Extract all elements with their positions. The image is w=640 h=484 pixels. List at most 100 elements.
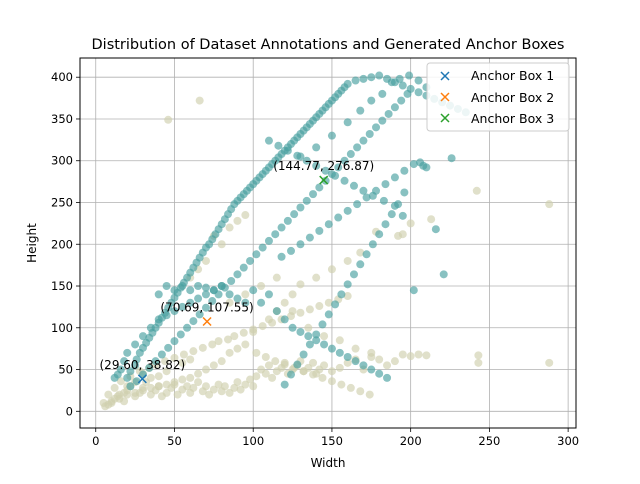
- data-point: [224, 335, 233, 344]
- data-point: [225, 223, 234, 232]
- data-point: [324, 220, 333, 229]
- data-point: [353, 200, 362, 209]
- data-point: [327, 344, 336, 353]
- data-point: [194, 282, 203, 291]
- data-point: [334, 163, 343, 172]
- y-tick-label: 250: [51, 195, 73, 209]
- data-point: [214, 290, 223, 299]
- data-point: [189, 317, 198, 326]
- data-point: [431, 225, 440, 234]
- data-point: [365, 130, 374, 139]
- data-point: [186, 355, 195, 364]
- data-point: [209, 385, 218, 394]
- data-point: [162, 311, 171, 320]
- data-point: [375, 369, 384, 378]
- data-point: [110, 373, 119, 382]
- anchor-label: (144.77, 276.87): [273, 159, 374, 173]
- data-point: [372, 123, 381, 132]
- data-point: [362, 193, 371, 202]
- data-point: [214, 337, 223, 346]
- data-point: [368, 191, 377, 200]
- data-point: [320, 340, 329, 349]
- data-point: [334, 213, 343, 222]
- data-point: [349, 270, 358, 279]
- x-tick-label: 100: [242, 434, 264, 448]
- data-point: [272, 273, 281, 282]
- data-point: [170, 353, 179, 362]
- data-point: [302, 156, 311, 165]
- data-point: [233, 344, 242, 353]
- data-point: [157, 350, 166, 359]
- data-point: [397, 96, 406, 105]
- x-tick-label: 50: [167, 434, 182, 448]
- x-tick-label: 0: [92, 434, 99, 448]
- legend-marker-anchor-3: [440, 113, 450, 123]
- data-point: [343, 256, 352, 265]
- data-point: [309, 370, 318, 379]
- data-point: [272, 307, 281, 316]
- data-point: [225, 388, 234, 397]
- data-point: [359, 361, 368, 370]
- data-point: [268, 318, 277, 327]
- data-point: [154, 372, 163, 381]
- data-point: [178, 302, 187, 311]
- data-point: [227, 277, 236, 286]
- data-point: [164, 115, 173, 124]
- data-point: [107, 397, 116, 406]
- data-point: [414, 76, 423, 85]
- data-point: [340, 176, 349, 185]
- anchor-marker: [137, 374, 147, 384]
- data-point: [264, 290, 273, 299]
- data-point: [398, 81, 407, 90]
- legend-marker-anchor-2: [440, 92, 450, 102]
- data-point: [233, 270, 242, 279]
- data-point: [113, 392, 122, 401]
- data-point: [381, 180, 390, 189]
- data-point: [337, 290, 346, 299]
- data-point: [249, 382, 258, 391]
- data-point: [545, 358, 554, 367]
- data-point: [123, 348, 132, 357]
- data-point: [327, 131, 336, 140]
- data-point: [335, 348, 344, 357]
- data-point: [296, 240, 305, 249]
- data-point: [422, 163, 431, 172]
- data-point: [367, 365, 376, 374]
- data-point: [378, 89, 387, 98]
- data-point: [233, 294, 242, 303]
- data-point: [252, 348, 261, 357]
- legend-label-anchor-2: Anchor Box 2: [471, 90, 554, 105]
- data-point: [296, 327, 305, 336]
- data-point: [280, 360, 289, 369]
- data-point: [201, 382, 210, 391]
- axis-ticks: 0 50 100 150 200 250 300 0 50 100 150 200 250 300 350 4…: [51, 70, 579, 448]
- data-point: [320, 332, 329, 341]
- data-point: [183, 323, 192, 332]
- data-point: [283, 146, 292, 155]
- data-point: [246, 256, 255, 265]
- legend: Anchor Box 1 Anchor Box 2 Anchor Box 3: [426, 62, 570, 132]
- data-point: [390, 357, 399, 366]
- data-point: [343, 353, 352, 362]
- data-point: [356, 248, 365, 257]
- data-point: [422, 351, 431, 360]
- data-point: [343, 358, 352, 367]
- data-point: [283, 216, 292, 225]
- data-point: [327, 367, 336, 376]
- data-point: [409, 160, 418, 169]
- data-point: [194, 294, 203, 303]
- x-tick-label: 300: [557, 434, 579, 448]
- data-point: [195, 310, 204, 319]
- data-point: [241, 380, 250, 389]
- data-point: [120, 357, 129, 366]
- data-point: [545, 200, 554, 209]
- data-point: [274, 141, 283, 150]
- data-point: [375, 355, 384, 364]
- data-point: [257, 298, 266, 307]
- data-point: [162, 388, 171, 397]
- data-point: [186, 298, 195, 307]
- data-point: [268, 373, 277, 382]
- data-point: [349, 181, 358, 190]
